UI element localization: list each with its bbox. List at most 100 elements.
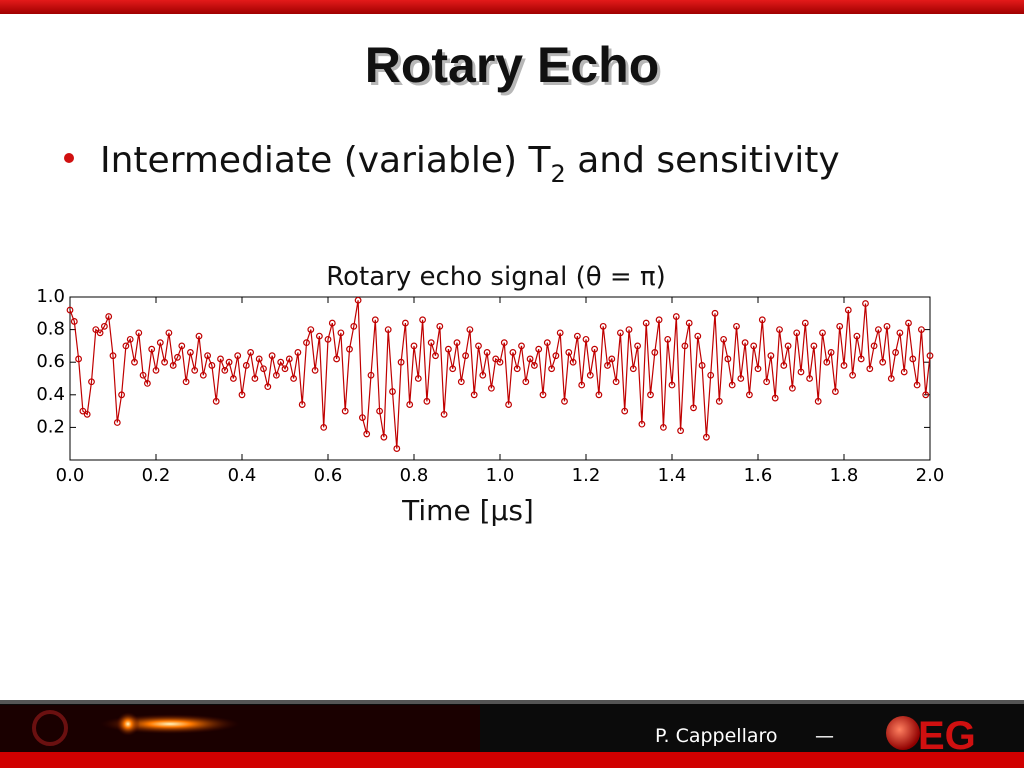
footer-dash: — (815, 725, 834, 747)
data-point (810, 342, 818, 350)
data-point (234, 352, 242, 360)
data-point (780, 362, 788, 369)
data-point (651, 349, 659, 356)
data-point (926, 352, 934, 360)
data-point (191, 366, 199, 374)
x-tick-label: 1.4 (658, 465, 687, 486)
data-point (324, 335, 332, 343)
data-point (595, 391, 603, 399)
data-point (746, 391, 753, 399)
data-point (913, 381, 921, 389)
footer-rule (0, 700, 1024, 704)
data-point (174, 353, 181, 361)
data-line (69, 300, 931, 449)
data-point (909, 355, 917, 363)
bullet-text: Intermediate (variable) T2 and sensitivi… (100, 140, 840, 188)
data-point (513, 365, 521, 373)
data-point (419, 316, 427, 324)
data-point (883, 322, 891, 330)
data-point (148, 345, 156, 353)
data-point (294, 349, 302, 356)
data-point (647, 391, 654, 399)
data-point (737, 375, 745, 382)
data-point (320, 424, 328, 431)
data-point (918, 326, 925, 334)
data-point (346, 345, 353, 353)
data-point (840, 362, 848, 369)
data-point (664, 335, 672, 343)
data-point (707, 371, 715, 379)
data-point (522, 378, 530, 386)
data-point (333, 355, 341, 363)
data-point (273, 371, 280, 379)
data-point (432, 352, 439, 360)
data-point (849, 371, 856, 379)
x-tick-label: 0.4 (228, 465, 257, 486)
data-point (410, 342, 418, 350)
data-point (642, 319, 650, 327)
data-point (397, 358, 405, 366)
data-point (582, 335, 590, 343)
data-point (720, 335, 727, 343)
data-point (500, 339, 508, 347)
data-point (543, 339, 551, 347)
data-point (479, 371, 487, 379)
data-point (118, 391, 125, 399)
data-point (75, 355, 82, 363)
data-point (88, 378, 95, 386)
data-point (569, 358, 577, 366)
data-point (870, 342, 878, 350)
data-point (733, 322, 740, 330)
data-point (182, 378, 190, 386)
data-point (711, 309, 719, 317)
footer-image (0, 705, 480, 753)
data-point (823, 358, 831, 366)
data-point (186, 349, 194, 356)
data-point (100, 322, 108, 330)
data-point (143, 379, 151, 387)
data-point (281, 365, 289, 373)
data-point (453, 339, 461, 347)
data-point (771, 394, 779, 402)
footer-ring (32, 710, 68, 746)
data-point (900, 368, 908, 376)
data-point (789, 384, 796, 392)
data-point (414, 375, 422, 382)
data-point (561, 397, 568, 405)
data-point (449, 365, 457, 373)
data-point (311, 366, 319, 374)
y-tick-label: 0.6 (36, 351, 65, 372)
footer-glow-core (116, 712, 140, 736)
x-axis-label: Time [μs] (401, 494, 534, 527)
data-point (423, 397, 431, 405)
data-point (303, 339, 310, 347)
data-point (156, 339, 164, 347)
data-point (625, 326, 633, 334)
data-point (797, 368, 805, 376)
data-point (152, 366, 160, 374)
data-point (574, 332, 581, 340)
data-point (247, 349, 255, 356)
data-point (363, 430, 371, 438)
data-point (767, 352, 775, 360)
data-point (715, 397, 723, 405)
data-point (612, 378, 620, 386)
data-point (105, 313, 113, 320)
data-point (634, 342, 641, 350)
data-point (617, 329, 624, 337)
data-point (505, 401, 513, 408)
y-tick-label: 1.0 (36, 286, 65, 307)
data-point (212, 397, 220, 405)
data-point (466, 326, 474, 334)
bottom-bar (0, 752, 1024, 768)
data-point (621, 407, 629, 415)
data-point (784, 342, 792, 350)
data-point (857, 355, 865, 363)
data-point (178, 342, 186, 350)
data-point (565, 349, 573, 356)
chart-title: Rotary echo signal (θ = π) (326, 262, 666, 292)
data-point (836, 322, 844, 330)
data-point (552, 352, 560, 360)
data-point (586, 371, 594, 379)
